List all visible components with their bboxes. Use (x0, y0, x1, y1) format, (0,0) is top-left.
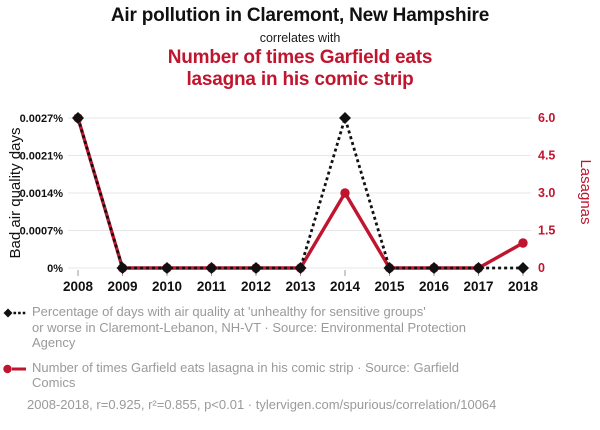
x-tick-label: 2013 (285, 279, 316, 294)
y-right-tick-label: 6.0 (538, 111, 555, 125)
circle-marker (518, 238, 528, 248)
diamond-marker (517, 262, 529, 274)
x-tick-label: 2008 (63, 279, 94, 294)
diamond-marker (205, 262, 218, 274)
chart-subtitle-line1: Number of times Garfield eats (167, 47, 433, 68)
page-title: Air pollution in Claremont, New Hampshir… (110, 5, 490, 26)
black-diamond-dashed-line-icon (3, 308, 26, 318)
diamond-marker (472, 262, 485, 274)
y-left-tick-label: 0.0014% (20, 188, 64, 200)
y-right-tick-label: 3.0 (538, 186, 555, 200)
x-tick-label: 2018 (508, 279, 539, 294)
y-axis-label-right: Lasagnas (577, 159, 594, 224)
legend-label-air-quality: Percentage of days with air quality at '… (32, 304, 467, 350)
x-tick-label: 2010 (152, 279, 182, 294)
chart-subtitle: Number of times Garfield eats lasagna in… (0, 47, 600, 91)
diamond-marker (294, 262, 307, 274)
y-left-tick-label: 0.0027% (20, 113, 64, 125)
diamond-marker (250, 262, 262, 274)
diamond-marker (383, 262, 396, 274)
correlates-with-label: correlates with (259, 31, 341, 45)
legend-item-lasagnas: Number of times Garfield eats lasagna in… (3, 360, 563, 391)
x-tick-label: 2016 (419, 279, 450, 294)
stats-footer: 2008-2018, r=0.925, r²=0.855, p<0.01 · t… (27, 397, 497, 412)
x-tick-label: 2014 (330, 279, 361, 294)
x-tick-label: 2015 (374, 279, 405, 294)
y-axis-label-left: Bad air quality days (7, 128, 24, 259)
series-line-air-quality (76, 116, 523, 270)
x-tick-label: 2017 (463, 279, 493, 294)
diamond-marker (72, 112, 84, 124)
diamond-marker (339, 112, 351, 124)
red-circle-solid-line-icon (3, 364, 26, 373)
x-tick-label: 2011 (197, 279, 227, 294)
diamond-marker (428, 262, 440, 274)
y-right-tick-label: 1.5 (538, 224, 555, 238)
y-right-tick-label: 4.5 (538, 149, 555, 163)
x-tick-label: 2009 (107, 279, 137, 294)
chart-subtitle-line2: lasagna in his comic strip (186, 69, 414, 90)
diamond-marker (116, 262, 129, 274)
y-left-tick-label: 0.0021% (20, 151, 64, 163)
legend-label-lasagnas: Number of times Garfield eats lasagna in… (32, 359, 460, 391)
legend: Percentage of days with air quality at '… (3, 304, 563, 391)
y-right-tick-label: 0 (538, 261, 545, 275)
y-left-tick-label: 0.0007% (20, 226, 64, 238)
legend-item-air-quality: Percentage of days with air quality at '… (3, 304, 563, 351)
y-left-tick-label: 0% (47, 263, 63, 275)
x-tick-label: 2012 (241, 279, 271, 294)
circle-marker (340, 188, 350, 198)
diamond-marker (161, 262, 173, 274)
